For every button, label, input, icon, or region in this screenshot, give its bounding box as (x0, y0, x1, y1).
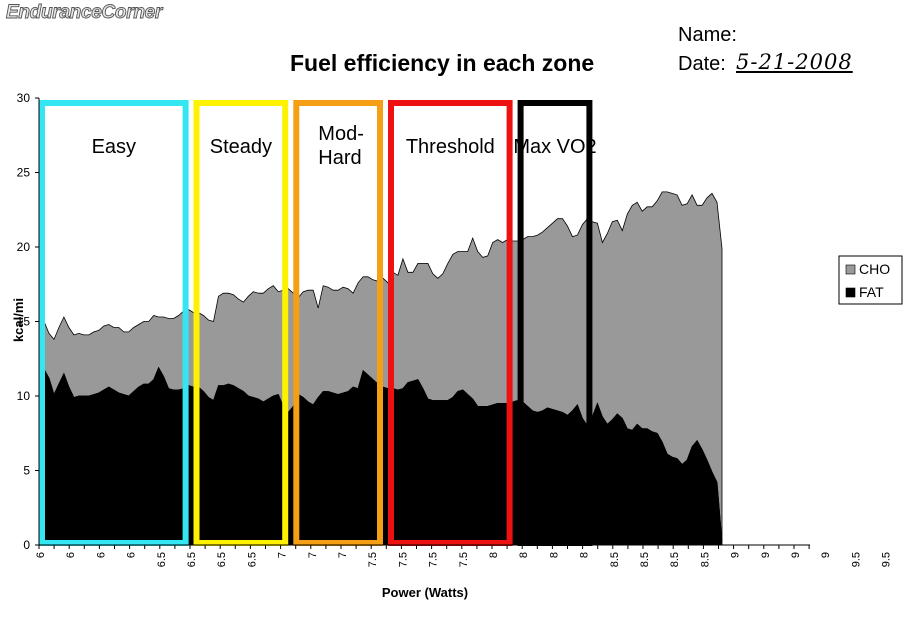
zone-label-mod-hard: Hard (318, 147, 361, 169)
x-tick-label: 7 (277, 552, 289, 558)
x-tick-label: 7.5 (397, 552, 409, 567)
zone-label-easy: Easy (92, 136, 136, 158)
x-tick-label: 6 (95, 552, 107, 558)
axes-layer: 0 5 10 15 20 25 30 6 6 6 6 6.5 6.5 6.5 6.5 7 7 7 7.5 7.5 7.5… (17, 91, 911, 567)
y-tick-label: 25 (17, 166, 31, 180)
x-tick-label: 8.5 (639, 552, 651, 567)
x-tick-label: 6 (65, 552, 77, 558)
name-label: Name: (678, 24, 737, 46)
zone-box-easy (39, 100, 189, 546)
legend-label-cho: CHO (859, 261, 890, 277)
x-tick-label: 8.5 (699, 552, 711, 567)
x-tick-label: 9.5 (881, 552, 893, 567)
x-tick-label: 8 (518, 552, 530, 558)
x-tick-label: 7.5 (367, 552, 379, 567)
x-tick-label: 6 (35, 552, 47, 558)
legend-swatch-fat (845, 287, 856, 298)
x-tick-label: 7.5 (428, 552, 440, 567)
legend-label-fat: FAT (859, 284, 884, 300)
chart-title: Fuel efficiency in each zone (290, 50, 595, 76)
zone-box-max-vo2 (517, 100, 593, 546)
y-tick-label: 0 (23, 538, 30, 552)
x-axis-title: Power (Watts) (382, 585, 468, 600)
x-tick-label: 6 (126, 552, 138, 558)
x-tick-label: 8 (488, 552, 500, 558)
legend: CHO FAT (838, 255, 903, 305)
x-tick-label: 9 (820, 552, 832, 558)
y-tick-label: 30 (17, 91, 31, 105)
zone-label-steady: Steady (210, 136, 272, 158)
x-tick-label: 6.5 (246, 552, 258, 567)
x-tick-label: 6.5 (186, 552, 198, 567)
x-tick-label: 9 (730, 552, 742, 558)
zone-label-max-vo2: Max VO2 (513, 136, 596, 158)
x-tick-label: 8.5 (609, 552, 621, 567)
y-tick-label: 10 (17, 389, 31, 403)
x-tick-label: 8 (548, 552, 560, 558)
x-tick-label: 9 (760, 552, 772, 558)
x-tick-label: 9.5 (850, 552, 862, 567)
y-tick-label: 15 (17, 315, 31, 329)
x-tick-label: 8 (579, 552, 591, 558)
date-value: 5-21-2008 (736, 50, 853, 74)
x-tick-label: 6.5 (216, 552, 228, 567)
zone-label-threshold: Threshold (406, 136, 495, 158)
legend-swatch-cho (845, 264, 856, 275)
y-tick-label: 5 (23, 464, 30, 478)
y-axis-title: kcal/mi (11, 298, 26, 342)
zone-box-steady (193, 100, 289, 546)
zone-box-mod-hard (293, 100, 383, 546)
zone-box-threshold (388, 100, 513, 546)
zone-label-mod-hard: Mod- (318, 123, 364, 145)
x-tick-label: 7 (337, 552, 349, 558)
date-label: Date: (678, 53, 726, 75)
x-tick-label: 8.5 (669, 552, 681, 567)
endurance-corner-logo: EnduranceCorner (6, 2, 163, 24)
zone-boxes-layer: Easy Steady Mod-Hard Threshold Max VO2 (39, 100, 597, 546)
x-tick-label: 6.5 (156, 552, 168, 567)
x-tick-label: 9 (790, 552, 802, 558)
y-tick-label: 20 (17, 240, 31, 254)
x-tick-label: 7 (307, 552, 319, 558)
x-tick-label: 7.5 (458, 552, 470, 567)
